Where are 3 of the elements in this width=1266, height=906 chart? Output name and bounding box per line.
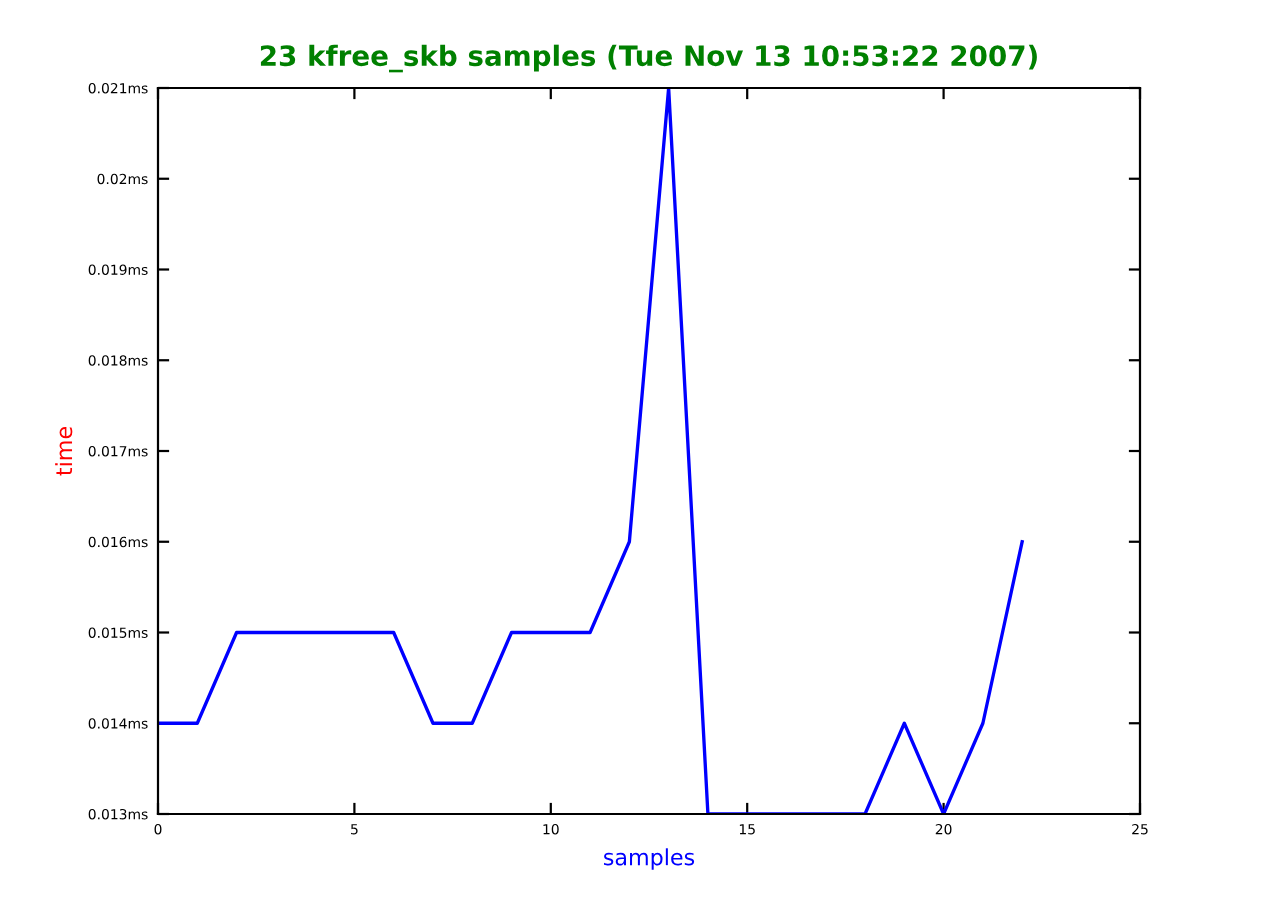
y-axis-title: time: [55, 427, 73, 476]
chart-title: 23 kfree_skb samples (Tue Nov 13 10:53:22 2007): [260, 44, 1037, 73]
x-axis-title: samples: [604, 848, 695, 870]
